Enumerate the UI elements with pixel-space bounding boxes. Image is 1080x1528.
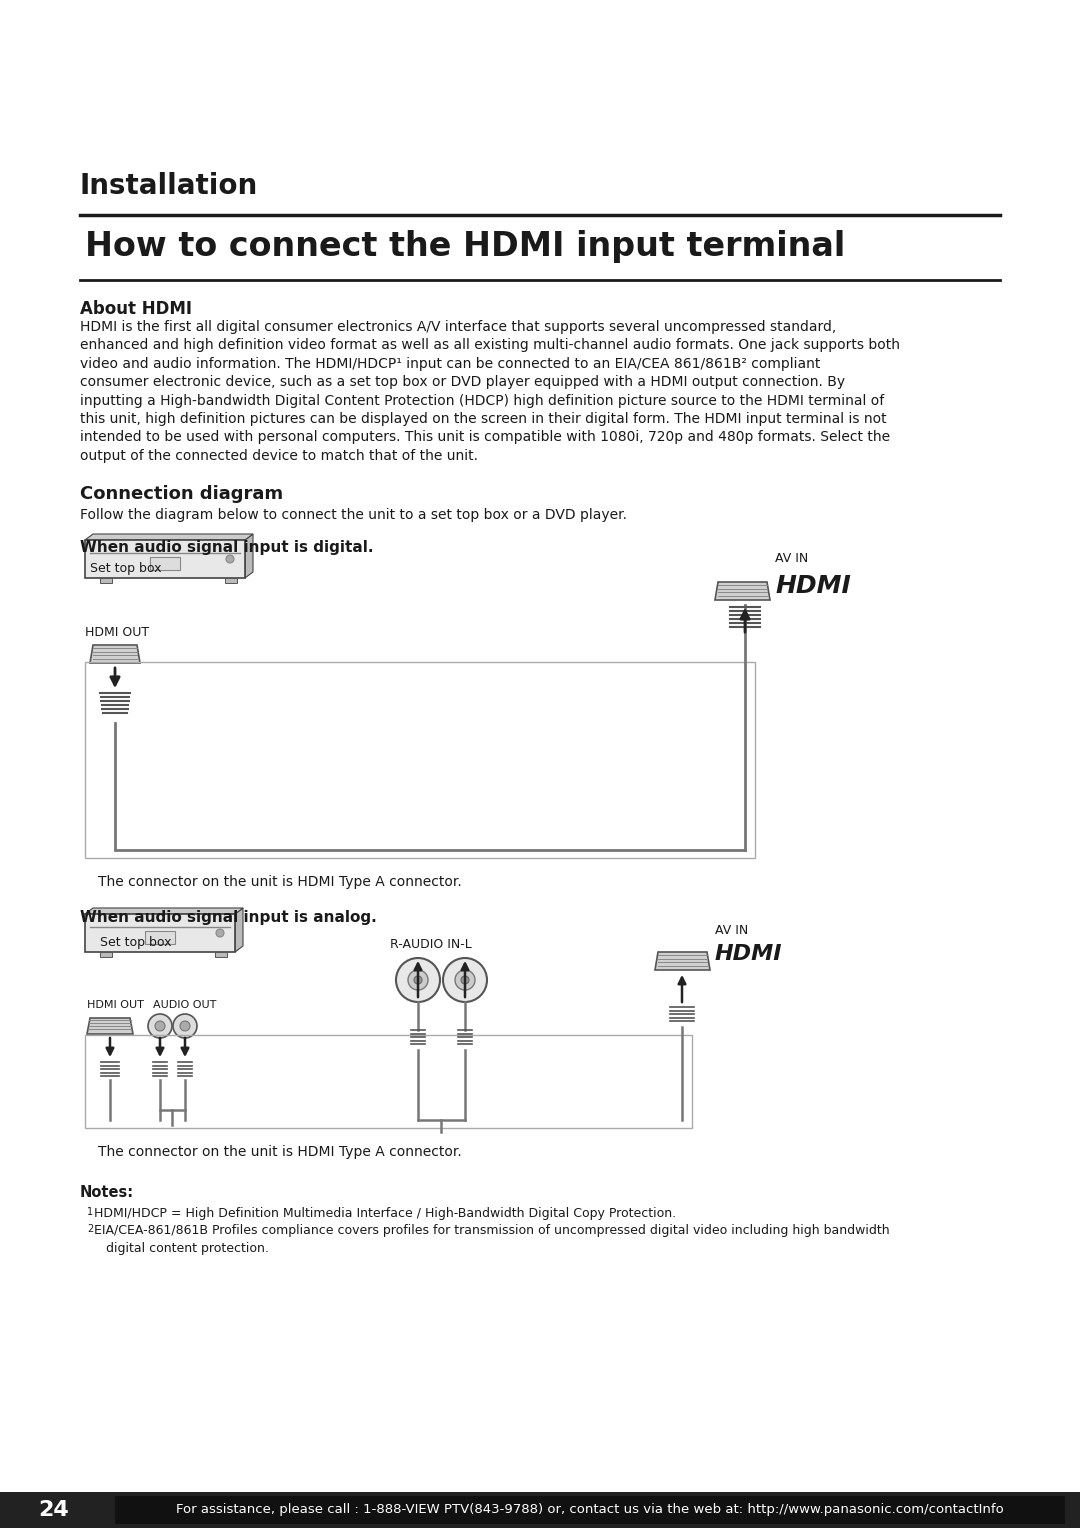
Bar <box>0 1491 1080 1528</box>
Text: HDMI/HDCP = High Definition Multimedia Interface / High-Bandwidth Digital Copy P: HDMI/HDCP = High Definition Multimedia I… <box>94 1207 676 1219</box>
Circle shape <box>461 976 469 984</box>
Text: The connector on the unit is HDMI Type A connector.: The connector on the unit is HDMI Type A… <box>98 1144 462 1160</box>
Text: AV IN: AV IN <box>775 552 808 565</box>
Bar <box>85 662 755 859</box>
Text: How to connect the HDMI input terminal: How to connect the HDMI input terminal <box>85 231 846 263</box>
Text: AUDIO OUT: AUDIO OUT <box>153 999 216 1010</box>
Text: 1: 1 <box>87 1207 93 1216</box>
Polygon shape <box>715 582 770 601</box>
Text: HDMI: HDMI <box>715 944 783 964</box>
Circle shape <box>216 929 224 937</box>
Text: Installation: Installation <box>80 173 258 200</box>
Circle shape <box>148 1015 172 1038</box>
Bar <box>150 558 180 570</box>
Text: About HDMI: About HDMI <box>80 299 192 318</box>
Polygon shape <box>85 533 253 539</box>
Text: Set top box: Set top box <box>90 562 162 575</box>
Circle shape <box>156 1021 165 1031</box>
Circle shape <box>455 970 475 990</box>
Circle shape <box>414 976 422 984</box>
Text: When audio signal input is digital.: When audio signal input is digital. <box>80 539 374 555</box>
Bar <box>85 914 235 952</box>
Polygon shape <box>235 908 243 952</box>
Bar <box>85 539 245 578</box>
Text: EIA/CEA-861/861B Profiles compliance covers profiles for transmission of uncompr: EIA/CEA-861/861B Profiles compliance cov… <box>94 1224 890 1254</box>
Bar <box>100 578 112 584</box>
Text: 2: 2 <box>87 1224 93 1235</box>
Circle shape <box>226 555 234 562</box>
Text: Connection diagram: Connection diagram <box>80 484 283 503</box>
Circle shape <box>180 1021 190 1031</box>
Text: Set top box: Set top box <box>100 937 172 949</box>
Text: R-AUDIO IN-L: R-AUDIO IN-L <box>390 938 472 950</box>
Bar <box>85 1034 692 1128</box>
Bar <box>145 931 175 944</box>
Text: 24: 24 <box>38 1500 69 1520</box>
Polygon shape <box>245 533 253 578</box>
Circle shape <box>173 1015 197 1038</box>
Bar <box>100 952 112 957</box>
Polygon shape <box>654 952 710 970</box>
Circle shape <box>408 970 428 990</box>
Text: HDMI OUT: HDMI OUT <box>85 626 149 639</box>
Polygon shape <box>87 1018 133 1034</box>
Text: Follow the diagram below to connect the unit to a set top box or a DVD player.: Follow the diagram below to connect the … <box>80 507 627 523</box>
Bar <box>215 952 227 957</box>
Bar <box>225 578 237 584</box>
Bar <box>114 1496 1065 1523</box>
Text: HDMI: HDMI <box>775 575 851 597</box>
Text: Notes:: Notes: <box>80 1186 134 1199</box>
Circle shape <box>396 958 440 1002</box>
Text: HDMI OUT: HDMI OUT <box>87 999 144 1010</box>
Polygon shape <box>85 908 243 914</box>
Text: AV IN: AV IN <box>715 924 748 937</box>
Text: The connector on the unit is HDMI Type A connector.: The connector on the unit is HDMI Type A… <box>98 876 462 889</box>
Polygon shape <box>90 645 140 663</box>
Text: For assistance, please call : 1-888-VIEW PTV(843-9788) or, contact us via the we: For assistance, please call : 1-888-VIEW… <box>176 1504 1004 1516</box>
Circle shape <box>443 958 487 1002</box>
Text: HDMI is the first all digital consumer electronics A/V interface that supports s: HDMI is the first all digital consumer e… <box>80 319 900 463</box>
Text: When audio signal input is analog.: When audio signal input is analog. <box>80 911 377 924</box>
